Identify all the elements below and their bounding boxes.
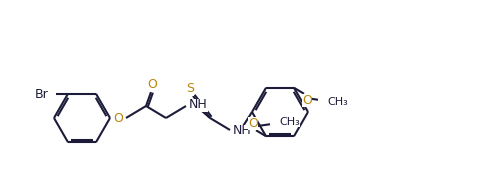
Text: CH₃: CH₃	[279, 117, 300, 127]
Text: Br: Br	[35, 88, 49, 101]
Text: NH: NH	[233, 125, 252, 138]
Text: O: O	[302, 94, 312, 107]
Text: CH₃: CH₃	[327, 97, 348, 107]
Text: NH: NH	[189, 99, 208, 112]
Text: S: S	[186, 83, 194, 96]
Text: O: O	[147, 79, 157, 91]
Text: O: O	[113, 112, 123, 125]
Text: O: O	[248, 117, 258, 130]
